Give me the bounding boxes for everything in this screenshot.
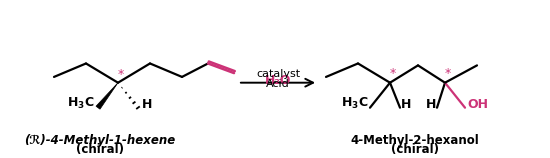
Text: $\mathdefault{H_3C}$: $\mathdefault{H_3C}$ bbox=[67, 95, 94, 111]
Polygon shape bbox=[96, 83, 118, 109]
Text: H₂O: H₂O bbox=[265, 73, 291, 87]
Text: H: H bbox=[142, 98, 152, 111]
Text: catalyst: catalyst bbox=[256, 69, 300, 79]
Text: *: * bbox=[390, 67, 396, 80]
Text: H: H bbox=[401, 98, 411, 111]
Text: Acid: Acid bbox=[266, 79, 290, 89]
Text: (ℛ)-4-Methyl-1-hexene: (ℛ)-4-Methyl-1-hexene bbox=[24, 134, 175, 147]
Text: (chiral): (chiral) bbox=[391, 143, 439, 156]
Text: *: * bbox=[445, 67, 451, 80]
Text: 4-Methyl-2-hexanol: 4-Methyl-2-hexanol bbox=[351, 134, 480, 147]
Text: $\mathdefault{H_3C}$: $\mathdefault{H_3C}$ bbox=[340, 95, 368, 111]
Text: (chiral): (chiral) bbox=[76, 143, 124, 156]
Text: H: H bbox=[426, 98, 436, 111]
Text: *: * bbox=[118, 67, 124, 81]
Text: OH: OH bbox=[467, 98, 488, 111]
